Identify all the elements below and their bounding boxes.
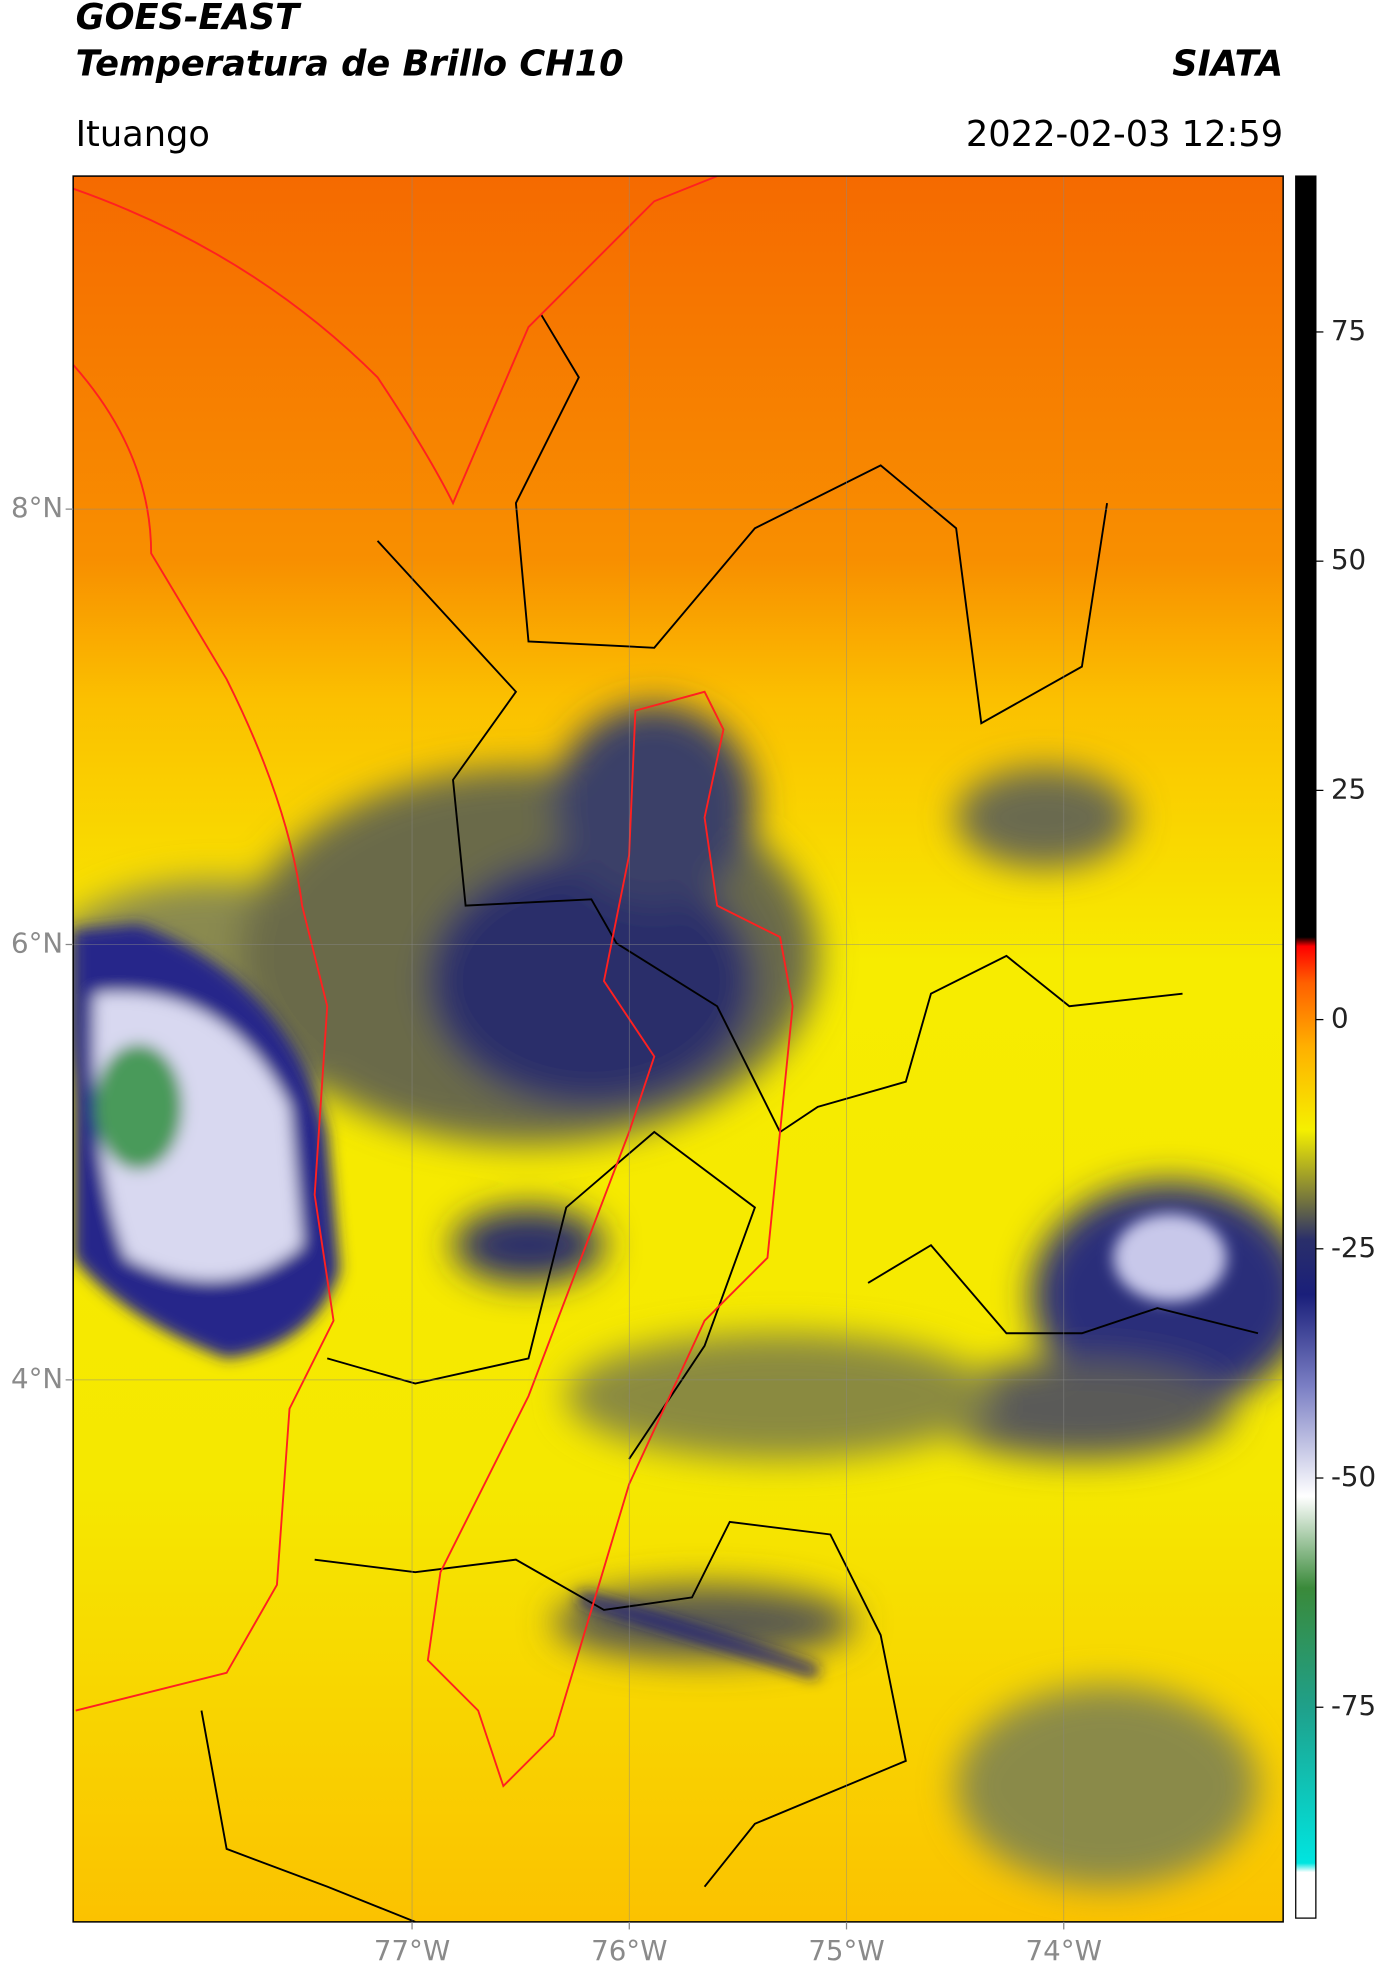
x-tick-label: 74°W xyxy=(1026,1934,1102,1967)
colorbar xyxy=(1295,175,1317,1919)
x-tick-label: 77°W xyxy=(374,1934,450,1967)
y-tick-label: 4°N xyxy=(11,1362,63,1395)
title: GOES-EAST xyxy=(76,0,302,38)
map-frame xyxy=(72,175,1284,1923)
colorbar-tick-label: 50 xyxy=(1331,543,1366,576)
colorbar-tick-label: -50 xyxy=(1331,1460,1376,1493)
colorbar-tick-label: 25 xyxy=(1331,772,1366,805)
colorbar-tick-label: 0 xyxy=(1331,1002,1349,1035)
org: SIATA xyxy=(1172,43,1283,84)
datetime: 2022-02-03 12:59 xyxy=(966,114,1283,155)
y-tick-label: 6°N xyxy=(11,927,63,960)
region: Ituango xyxy=(76,114,210,155)
x-tick-label: 75°W xyxy=(808,1934,884,1967)
colorbar-tick-label: -25 xyxy=(1331,1231,1376,1264)
colorbar-tick-label: 75 xyxy=(1331,314,1366,347)
satellite-image xyxy=(73,176,1284,1922)
colorbar-tick-label: -75 xyxy=(1331,1689,1376,1722)
subtitle: Temperatura de Brillo CH10 xyxy=(76,43,624,84)
y-tick-label: 8°N xyxy=(11,491,63,524)
x-tick-label: 76°W xyxy=(591,1934,667,1967)
